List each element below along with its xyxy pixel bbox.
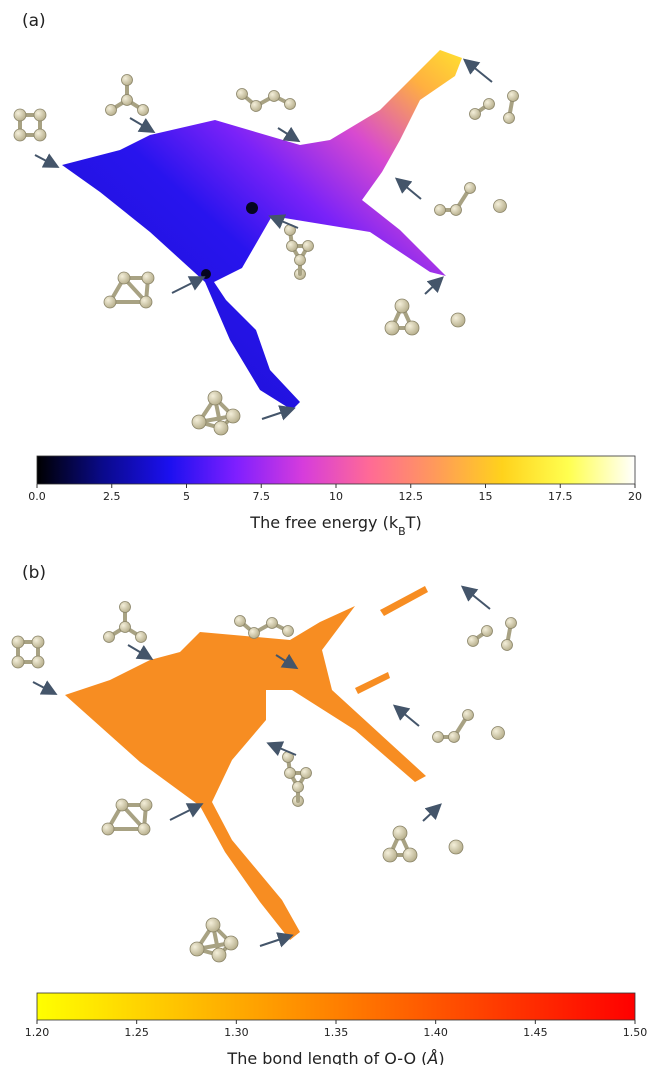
tick-label: 1.35 (324, 1026, 349, 1039)
tick-label: 1.20 (25, 1026, 50, 1039)
tick-label: 7.5 (253, 490, 271, 503)
label-part: The free energy (k (249, 513, 399, 532)
tick-label: 17.5 (548, 490, 573, 503)
tick-label: 15 (479, 490, 493, 503)
label-part: Å (426, 1049, 438, 1065)
panel-label: (a) (22, 11, 46, 31)
tick-label: 1.40 (423, 1026, 448, 1039)
tick-label: 12.5 (399, 490, 424, 503)
tick-label: 1.50 (623, 1026, 648, 1039)
minimum (201, 269, 211, 279)
label-part: T) (405, 513, 422, 532)
panel-label: (b) (22, 563, 46, 583)
label-part: ) (438, 1049, 444, 1065)
label-part: B (398, 525, 406, 538)
colorbar-label: The free energy (kBT) (249, 513, 421, 538)
tick-label: 1.25 (124, 1026, 149, 1039)
label-part: The bond length of O-O ( (226, 1049, 427, 1065)
bond-length-fragments (355, 586, 428, 694)
bond-length-map (65, 606, 426, 940)
free-energy-landscape (62, 50, 462, 410)
tick-label: 10 (329, 490, 343, 503)
tick-label: 0.0 (28, 490, 46, 503)
tick-label: 2.5 (103, 490, 121, 503)
colorbar (36, 455, 636, 485)
colorbar (36, 992, 636, 1021)
tick-label: 1.30 (224, 1026, 249, 1039)
tick-label: 5 (183, 490, 190, 503)
tick-label: 20 (628, 490, 642, 503)
colorbar-label: The bond length of O-O (Å) (226, 1049, 444, 1065)
tick-label: 1.45 (523, 1026, 548, 1039)
minimum (246, 202, 258, 214)
